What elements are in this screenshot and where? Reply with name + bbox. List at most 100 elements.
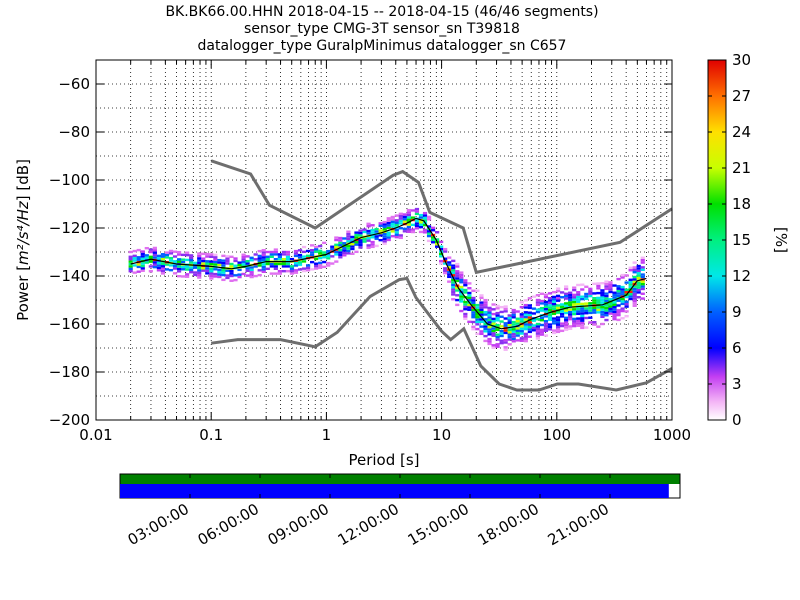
psd-cell <box>285 270 291 273</box>
psd-cell <box>451 283 456 287</box>
psd-cell <box>612 296 617 299</box>
psd-cell <box>555 306 561 310</box>
psd-cell <box>297 263 303 266</box>
psd-cell <box>499 329 504 333</box>
psd-cell <box>390 223 395 226</box>
psd-cell <box>479 318 484 321</box>
psd-cell <box>608 281 613 284</box>
psd-cell <box>297 268 303 271</box>
psd-cell <box>636 291 641 294</box>
psd-cell <box>519 327 524 330</box>
psd-cell <box>487 306 492 310</box>
psd-cell <box>580 321 585 325</box>
psd-cell <box>439 262 444 265</box>
psd-cell <box>148 250 153 254</box>
psd-cell <box>547 304 553 307</box>
psd-cell <box>636 284 641 287</box>
psd-cell <box>221 269 226 272</box>
psd-cell <box>257 259 262 262</box>
psd-cell <box>209 272 214 275</box>
psd-cell <box>535 322 541 326</box>
psd-cell <box>551 312 557 315</box>
psd-cell <box>201 257 206 260</box>
psd-cell <box>616 313 621 317</box>
psd-cell <box>334 260 339 263</box>
psd-cell <box>168 259 174 262</box>
psd-cell <box>596 299 601 302</box>
psd-cell <box>551 307 557 311</box>
psd-cell <box>152 265 157 269</box>
psd-cell <box>539 333 545 336</box>
psd-cell <box>580 317 585 320</box>
psd-cell <box>386 224 391 227</box>
psd-cell <box>535 332 541 335</box>
psd-cell <box>543 293 549 296</box>
psd-cell <box>576 295 581 299</box>
psd-cell <box>475 332 480 336</box>
psd-cell <box>451 290 456 294</box>
psd-cell <box>628 281 633 284</box>
psd-cell <box>503 346 508 349</box>
psd-cell <box>314 248 319 251</box>
psd-cell <box>495 335 500 339</box>
psd-cell <box>205 252 210 256</box>
psd-cell <box>475 289 480 292</box>
psd-cell <box>491 308 496 311</box>
psd-cell <box>426 215 432 219</box>
psd-cell <box>592 282 597 286</box>
psd-cell <box>209 260 214 263</box>
psd-cell <box>596 291 601 295</box>
psd-cell <box>160 265 166 268</box>
psd-cell <box>330 255 335 258</box>
psd-cell <box>568 291 573 294</box>
psd-cell <box>386 219 391 222</box>
psd-cell <box>636 269 641 273</box>
psd-cell <box>293 269 299 272</box>
psd-cell <box>592 292 597 295</box>
psd-cell <box>572 324 577 328</box>
psd-cell <box>410 223 416 227</box>
psd-cell <box>241 253 246 256</box>
psd-cell <box>592 297 597 300</box>
psd-cell <box>491 346 496 349</box>
psd-cell <box>164 253 170 257</box>
psd-cell <box>277 258 282 261</box>
psd-cell <box>148 270 153 273</box>
psd-cell <box>507 331 512 334</box>
psd-cell <box>572 320 577 323</box>
psd-cell <box>451 259 456 263</box>
psd-cell <box>588 290 593 293</box>
psd-cell <box>604 311 609 315</box>
psd-cell <box>414 212 420 216</box>
psd-cell <box>523 327 528 331</box>
psd-cell <box>249 271 254 274</box>
psd-cell <box>479 303 484 307</box>
psd-cell <box>390 220 395 224</box>
psd-cell <box>346 235 351 238</box>
psd-cell <box>273 253 278 256</box>
psd-cell <box>439 255 444 258</box>
psd-cell <box>455 303 460 307</box>
psd-cell <box>426 239 432 243</box>
psd-cell <box>592 321 597 324</box>
psd-cell <box>503 329 508 332</box>
psd-cell <box>152 263 157 266</box>
psd-cell <box>160 267 166 270</box>
psd-cell <box>612 291 617 294</box>
psd-cell <box>217 275 222 279</box>
psd-cell <box>285 255 291 258</box>
psd-cell <box>507 316 512 320</box>
psd-cell <box>233 274 238 277</box>
psd-cell <box>310 253 315 257</box>
psd-cell <box>503 341 508 344</box>
psd-cell <box>281 265 286 268</box>
psd-cell <box>346 237 351 241</box>
psd-cell <box>455 298 460 302</box>
psd-cell <box>273 250 278 254</box>
psd-cell <box>229 272 234 275</box>
psd-cell <box>527 323 532 326</box>
psd-cell <box>511 340 516 343</box>
psd-cell <box>572 286 577 289</box>
psd-cell <box>572 317 577 321</box>
psd-cell <box>564 292 569 295</box>
